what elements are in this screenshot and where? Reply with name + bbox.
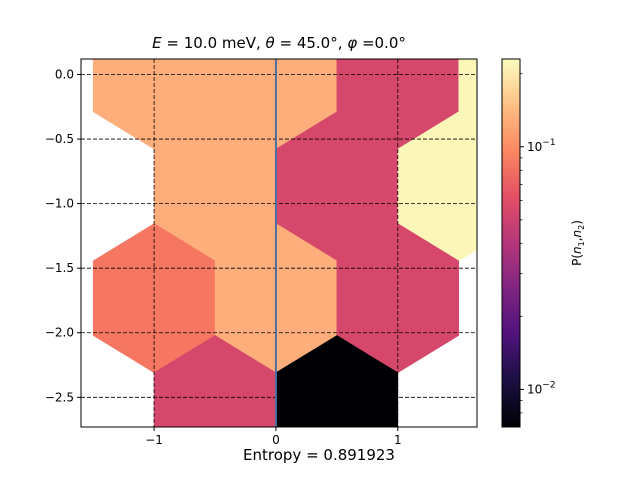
title-e-symbol: E	[152, 34, 162, 52]
colorbar: 10−110−2 P(n1,n2)	[501, 58, 586, 428]
title-theta-value: = 45.0°,	[275, 34, 348, 52]
colorbar-tick-label-0: 10−1	[527, 138, 556, 154]
colorbar-label-sub2: 2	[577, 225, 586, 230]
title-phi-value: =0.0°	[357, 34, 406, 52]
x-tick-label-1: 0	[272, 433, 280, 447]
colorbar-ticks: 10−1 10−2	[520, 73, 556, 414]
colorbar-label-comma: ,	[570, 237, 584, 241]
x-tick-label-0: −1	[145, 433, 163, 447]
y-tick-label-1: −0.5	[45, 132, 74, 146]
hexagon-cells	[92, 59, 477, 427]
colorbar-label-prefix: P(	[570, 254, 584, 266]
hexagon-cell-2	[458, 59, 477, 124]
y-axis-ticks: 0.0 −0.5 −1.0 −1.5 −2.0 −2.5	[45, 67, 81, 404]
colorbar-label-sub1: 1	[577, 241, 586, 246]
plot-frame	[80, 58, 478, 428]
title-theta-symbol: θ	[266, 34, 275, 52]
title-phi-symbol: φ	[347, 34, 357, 52]
y-tick-label-5: −2.5	[45, 390, 74, 404]
x-tick-label-2: 1	[394, 433, 402, 447]
y-tick-label-4: −2.0	[45, 326, 74, 340]
entropy-label: Entropy = 0.891923	[243, 446, 395, 464]
colorbar-label: P(n1,n2)	[570, 220, 586, 266]
x-axis-ticks: −1 0 1	[145, 427, 402, 447]
colorbar-label-n2: n	[570, 230, 584, 238]
colorbar-label-n1: n	[570, 246, 584, 254]
y-tick-label-0: 0.0	[55, 67, 74, 81]
colorbar-fill	[502, 59, 520, 427]
title-e-value: = 10.0 meV,	[162, 34, 266, 52]
y-tick-label-3: −1.5	[45, 261, 74, 275]
y-tick-label-2: −1.0	[45, 197, 74, 211]
chart-title: E = 10.0 meV, θ = 45.0°, φ =0.0°	[152, 34, 406, 52]
colorbar-tick-label-1: 10−2	[527, 380, 556, 396]
colorbar-label-suffix: )	[570, 220, 584, 225]
plot-area: −1 0 1 0.0 −0.5 −1.0 −1.5 −2.0 −2.5	[45, 58, 478, 447]
